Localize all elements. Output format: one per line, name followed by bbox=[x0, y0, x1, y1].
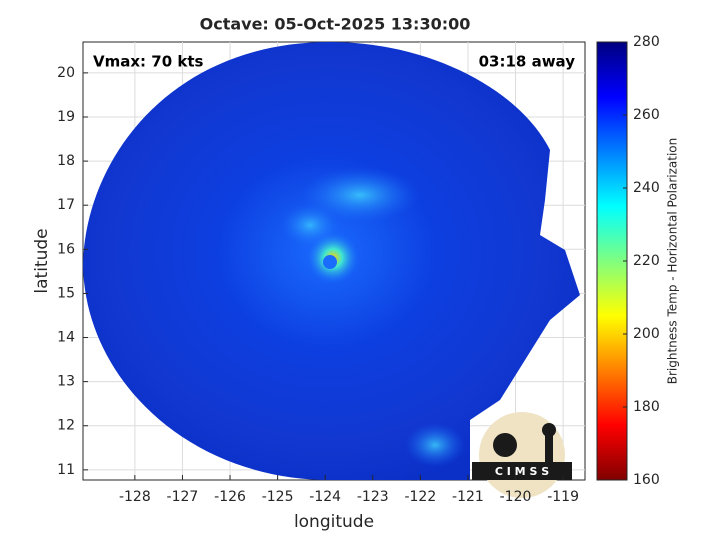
y-tick-label: 12 bbox=[57, 418, 75, 434]
y-tick-label: 20 bbox=[57, 65, 75, 81]
x-tick-label: -122 bbox=[404, 489, 436, 505]
chart-title: Octave: 05-Oct-2025 13:30:00 bbox=[200, 15, 471, 34]
y-tick-label: 11 bbox=[57, 462, 75, 478]
colorbar-tick-label: 220 bbox=[633, 253, 660, 269]
x-tick-label: -126 bbox=[214, 489, 246, 505]
colorbar-tick-label: 240 bbox=[633, 180, 660, 196]
colorbar bbox=[596, 41, 628, 481]
y-axis-label: latitude bbox=[32, 228, 52, 293]
colorbar-tick-label: 180 bbox=[633, 399, 660, 415]
annotation: 03:18 away bbox=[479, 53, 576, 71]
x-tick-label: -124 bbox=[309, 489, 341, 505]
eye bbox=[323, 255, 337, 269]
rainband bbox=[405, 423, 465, 467]
swath bbox=[83, 42, 580, 480]
y-tick-label: 14 bbox=[57, 330, 75, 346]
y-tick-label: 17 bbox=[57, 197, 75, 213]
annotation: Vmax: 70 kts bbox=[93, 53, 203, 71]
colorbar-tick-label: 260 bbox=[633, 107, 660, 123]
x-tick-label: -123 bbox=[357, 489, 389, 505]
x-tick-label: -121 bbox=[452, 489, 484, 505]
x-tick-label: -120 bbox=[500, 489, 532, 505]
colorbar-tick-label: 200 bbox=[633, 326, 660, 342]
y-tick-label: 18 bbox=[57, 153, 75, 169]
colorbar-label: Brightness Temp - Horizontal Polarizatio… bbox=[666, 138, 680, 385]
colorbar-tick-label: 280 bbox=[633, 34, 660, 50]
x-tick-label: -125 bbox=[262, 489, 294, 505]
y-tick-label: 19 bbox=[57, 109, 75, 125]
x-tick-label: -119 bbox=[547, 489, 579, 505]
x-axis-label: longitude bbox=[294, 512, 374, 532]
y-tick-label: 16 bbox=[57, 241, 75, 257]
x-tick-label: -128 bbox=[119, 489, 151, 505]
cimss-logo: C I M S S bbox=[472, 412, 572, 498]
y-tick-label: 15 bbox=[57, 285, 75, 301]
x-tick-label: -127 bbox=[167, 489, 199, 505]
y-tick-label: 13 bbox=[57, 374, 75, 390]
logo-band bbox=[472, 462, 572, 480]
colorbar-tick-label: 160 bbox=[633, 472, 660, 488]
logo-text: C I M S S bbox=[495, 465, 549, 478]
